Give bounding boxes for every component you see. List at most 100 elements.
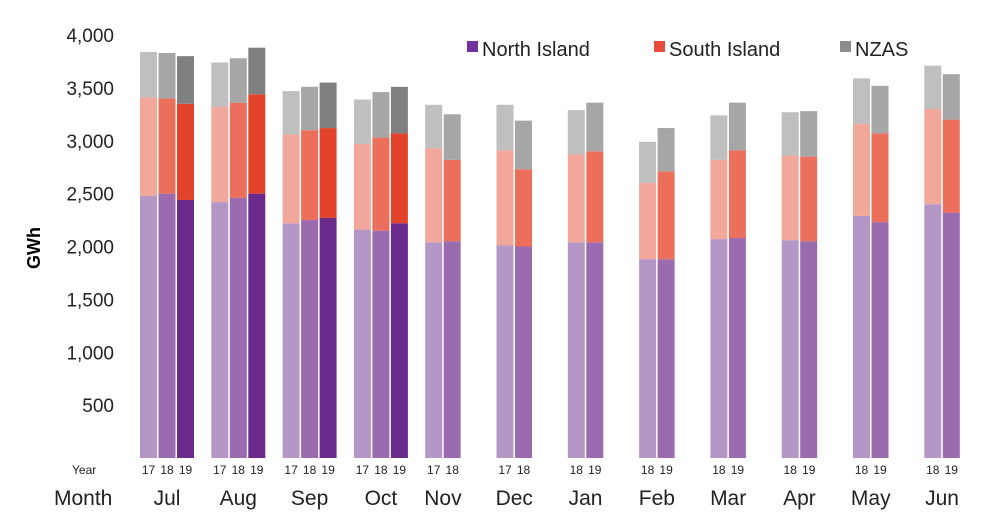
bar-segment-nzas (211, 62, 229, 107)
year-row-label: Year (72, 463, 96, 477)
y-axis-label: GWh (24, 227, 44, 269)
year-tick-label: 19 (873, 463, 887, 477)
month-tick-label: Apr (783, 487, 816, 510)
bar-segment-south-island (639, 183, 657, 260)
bar-segment-north-island (871, 222, 889, 458)
bar-segment-north-island (496, 245, 514, 458)
bar-segment-nzas (177, 56, 194, 104)
bar-segment-south-island (425, 148, 443, 243)
y-tick-label: 3,000 (66, 132, 114, 153)
year-tick-label: 19 (179, 463, 193, 477)
legend-swatch-nzas (840, 41, 851, 52)
bar-segment-nzas (248, 47, 266, 95)
bar-segment-south-island (515, 169, 532, 247)
bar-segment-north-island (140, 195, 157, 459)
year-tick-label: 18 (160, 463, 174, 477)
bar-segment-south-island (567, 154, 585, 243)
bar-segment-nzas (942, 74, 960, 120)
bar-segment-north-island (657, 259, 675, 458)
bar-segment-nzas (353, 99, 371, 144)
bar-segment-north-island (319, 217, 337, 458)
bar-segment-south-island (800, 156, 818, 242)
y-tick-label: 3,500 (66, 79, 114, 100)
bar-segment-south-island (229, 102, 247, 198)
bar-segment-nzas (781, 112, 799, 156)
bar-segment-south-island (211, 106, 229, 203)
legend-label: South Island (669, 39, 780, 61)
y-tick-label: 1,000 (66, 343, 114, 364)
year-tick-label: 18 (303, 463, 317, 477)
year-tick-label: 18 (784, 463, 798, 477)
bars (140, 47, 960, 459)
bar-segment-south-island (158, 98, 176, 194)
legend-swatch-north-island (467, 41, 478, 52)
bar-segment-south-island (372, 137, 390, 231)
bar-segment-south-island (853, 123, 870, 216)
bar-segment-south-island (586, 151, 604, 243)
year-tick-label: 17 (498, 463, 512, 477)
bar-segment-south-island (781, 155, 799, 241)
year-tick-label: 17 (356, 463, 370, 477)
bar-segment-north-island (229, 197, 247, 459)
bar-segment-south-island (871, 133, 889, 223)
bar-segment-south-island (177, 103, 194, 200)
bar-segment-north-island (800, 241, 818, 458)
bar-segment-north-island (353, 229, 371, 458)
year-tick-label: 18 (926, 463, 940, 477)
month-tick-label: Oct (365, 487, 398, 510)
bar-segment-south-island (248, 94, 266, 194)
bar-segment-nzas (496, 104, 514, 151)
year-tick-label: 18 (570, 463, 584, 477)
year-tick-label: 17 (427, 463, 441, 477)
month-tick-label: Jul (154, 487, 181, 510)
bar-segment-north-island (211, 202, 229, 458)
bar-segment-nzas (657, 128, 675, 172)
year-tick-label: 18 (232, 463, 246, 477)
month-tick-label: Sep (291, 487, 328, 510)
bar-segment-south-island (282, 134, 300, 224)
month-tick-label: Nov (424, 487, 462, 510)
y-tick-label: 2,500 (66, 185, 114, 206)
bar-segment-south-island (301, 130, 319, 221)
year-tick-label: 19 (945, 463, 959, 477)
bar-segment-north-island (425, 242, 443, 458)
bar-segment-north-island (586, 242, 604, 458)
bar-segment-north-island (301, 220, 319, 458)
bar-segment-nzas (390, 86, 408, 134)
month-tick-label: Jun (925, 487, 959, 510)
bar-segment-nzas (567, 110, 585, 155)
month-tick-label: Dec (496, 487, 533, 510)
bar-segment-south-island (710, 159, 728, 240)
month-row-label: Month (54, 487, 112, 510)
y-tick-label: 2,000 (66, 238, 114, 259)
month-tick-label: May (851, 487, 891, 510)
x-axis-labels: 17 18 19 Jul 17 18 19 Aug 17 18 19 Sep 17 18 19 Oct 17 18… (142, 463, 959, 510)
bar-segment-north-island (781, 240, 799, 458)
legend-label: North Island (482, 39, 590, 61)
bar-segment-nzas (800, 111, 818, 157)
year-tick-label: 19 (588, 463, 602, 477)
bar-segment-north-island (639, 259, 657, 458)
bar-segment-nzas (728, 102, 746, 151)
bar-segment-north-island (567, 242, 585, 458)
bar-segment-nzas (924, 65, 942, 110)
year-tick-label: 18 (712, 463, 726, 477)
bar-segment-nzas (282, 91, 300, 135)
bar-segment-north-island (390, 223, 408, 458)
y-tick-label: 1,500 (66, 290, 114, 311)
bar-segment-north-island (728, 238, 746, 458)
year-tick-label: 18 (374, 463, 388, 477)
bar-segment-north-island (924, 204, 942, 458)
year-tick-label: 18 (855, 463, 869, 477)
bar-segment-north-island (710, 239, 728, 458)
bar-segment-nzas (158, 52, 176, 99)
bar-segment-nzas (443, 114, 461, 160)
year-tick-label: 17 (142, 463, 156, 477)
legend-label: NZAS (855, 39, 908, 61)
legend-swatch-south-island (654, 41, 665, 52)
year-tick-label: 17 (284, 463, 298, 477)
bar-segment-south-island (924, 109, 942, 205)
month-tick-label: Feb (639, 487, 675, 510)
bar-segment-nzas (515, 120, 532, 170)
